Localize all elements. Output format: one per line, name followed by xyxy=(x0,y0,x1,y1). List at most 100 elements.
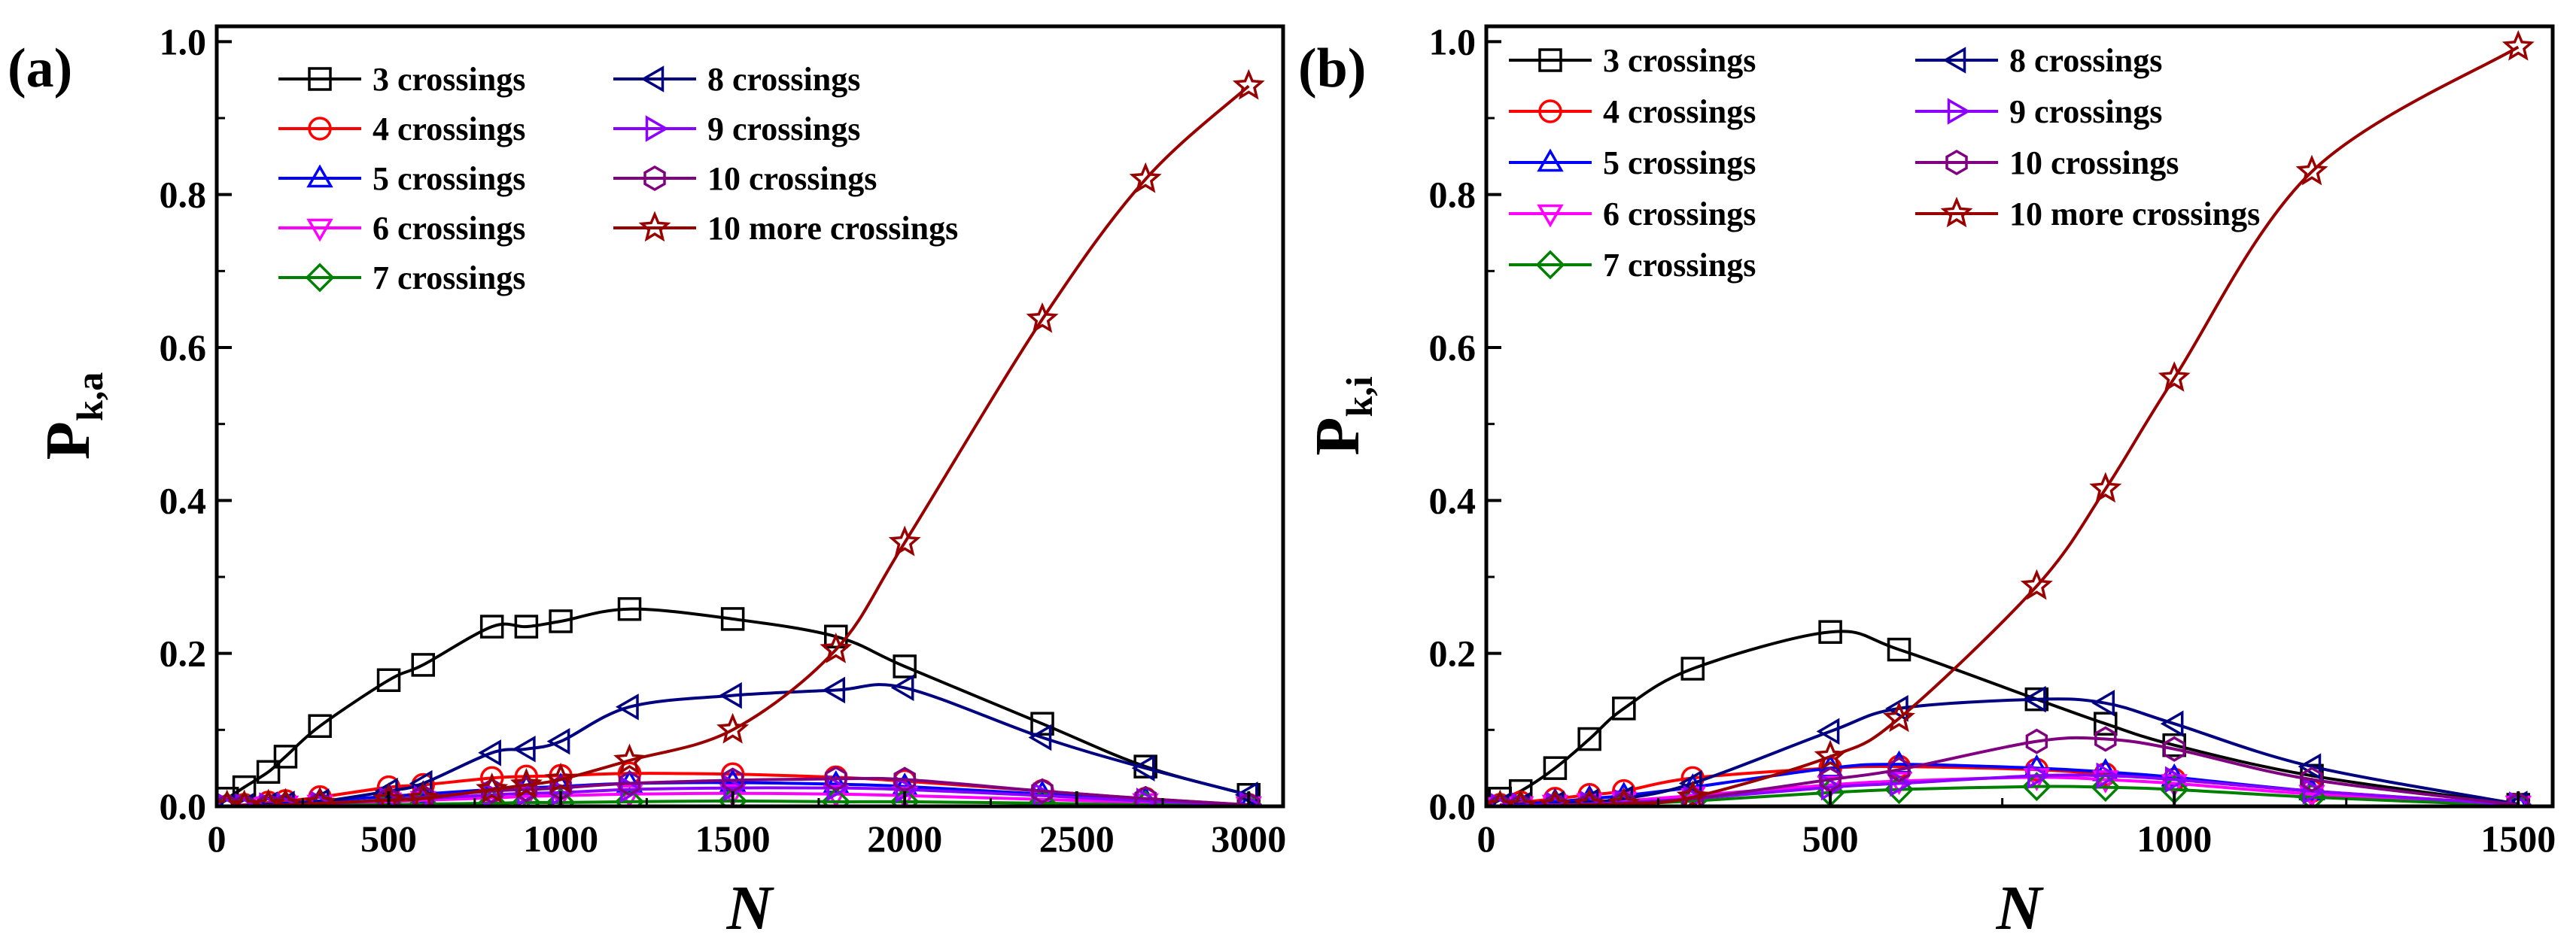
data-point xyxy=(888,525,921,557)
data-point xyxy=(1031,778,1054,804)
data-point xyxy=(2158,361,2191,392)
panel-a-y-tick-label: 0.8 xyxy=(160,174,207,216)
data-point xyxy=(2025,728,2048,754)
data-point xyxy=(1573,788,1606,806)
data-point xyxy=(1129,162,1162,193)
legend-item: 6 crossings xyxy=(278,210,525,247)
legend-marker xyxy=(1537,204,1564,228)
panel-b-y-tick-label: 0.2 xyxy=(1429,633,1477,675)
legend-label: 6 crossings xyxy=(1603,196,1756,232)
panel-a-x-tick-label: 2500 xyxy=(1039,818,1115,860)
data-point xyxy=(2094,726,2117,752)
legend-label: 4 crossings xyxy=(1603,93,1756,130)
legend-marker xyxy=(640,65,665,93)
panel-a-x-tick-label: 1500 xyxy=(695,818,771,860)
data-point xyxy=(512,735,536,763)
panel-b-ticks: 0 500 1000 1500 0.0 0.2 0.4 0.6 0.8 1.0 xyxy=(1429,20,2556,860)
data-point xyxy=(617,596,642,621)
data-point xyxy=(1486,793,1510,806)
panel-a-x-tick-label: 500 xyxy=(360,818,417,860)
series-line xyxy=(226,607,1249,800)
panel-a-y-tick-label: 0.0 xyxy=(160,785,207,827)
legend-item: 10 crossings xyxy=(1915,144,2179,181)
legend-item: 3 crossings xyxy=(1509,42,1756,79)
panel-a-legend: 3 crossings 4 crossings 5 crossings 6 cross… xyxy=(278,61,958,296)
data-point xyxy=(820,633,853,663)
legend-label: 3 crossings xyxy=(373,61,525,98)
panel-b-x-tick-label: 0 xyxy=(1477,818,1496,860)
data-point xyxy=(1607,787,1641,806)
legend-marker xyxy=(1535,250,1565,280)
data-point xyxy=(509,767,543,799)
legend-item: 7 crossings xyxy=(1509,247,1756,284)
data-point xyxy=(2022,685,2046,713)
data-point xyxy=(2094,712,2118,736)
data-point xyxy=(2089,472,2122,503)
data-point xyxy=(1818,620,1842,644)
data-point xyxy=(412,784,434,806)
panel-b-label: (b) xyxy=(1298,38,1366,99)
panel-a-y-tick-label: 0.2 xyxy=(160,633,207,675)
data-point xyxy=(273,745,298,769)
data-point xyxy=(1234,781,1258,806)
legend-item: 3 crossings xyxy=(278,61,525,98)
data-point xyxy=(1680,657,1705,681)
data-point xyxy=(1136,788,1160,806)
data-point xyxy=(375,777,398,805)
data-point xyxy=(893,766,916,793)
data-point xyxy=(2302,777,2326,805)
data-point xyxy=(476,772,509,803)
legend-marker xyxy=(1537,148,1564,172)
legend-label: 10 more crossings xyxy=(707,210,958,247)
legend-marker xyxy=(1945,149,1968,176)
legend-label: 6 crossings xyxy=(373,210,525,247)
data-point xyxy=(1237,791,1261,806)
data-point xyxy=(1491,793,1514,806)
data-point xyxy=(411,653,436,677)
data-point xyxy=(1131,754,1155,782)
series-line xyxy=(227,84,1250,806)
data-point xyxy=(377,786,400,806)
legend-item: 8 crossings xyxy=(1915,42,2162,79)
data-point xyxy=(716,712,750,744)
data-point xyxy=(1612,697,1636,721)
data-point xyxy=(1613,790,1635,806)
panel-b-x-tick-label: 1000 xyxy=(2137,818,2212,860)
data-point xyxy=(895,775,919,803)
series-10more-crossings xyxy=(217,68,1265,806)
data-point xyxy=(1028,724,1052,751)
data-point xyxy=(1134,785,1157,806)
data-point xyxy=(720,607,745,631)
data-point xyxy=(217,793,236,806)
data-point xyxy=(1816,718,1840,745)
data-point xyxy=(2091,689,2115,717)
data-point xyxy=(822,676,846,704)
panel-b-y-tick-label: 0.8 xyxy=(1429,174,1477,216)
legend-item: 4 crossings xyxy=(1509,93,1756,130)
legend-label: 5 crossings xyxy=(373,160,525,197)
legend-item: 4 crossings xyxy=(278,111,525,147)
data-point xyxy=(217,793,242,806)
legend-item: 9 crossings xyxy=(613,111,860,147)
legend-label: 9 crossings xyxy=(707,111,860,147)
data-point xyxy=(478,739,501,766)
data-point xyxy=(373,783,406,806)
data-point xyxy=(890,674,914,702)
data-point xyxy=(2164,766,2188,794)
panel-b-y-tick-label: 0.6 xyxy=(1429,326,1477,369)
legend-label: 4 crossings xyxy=(373,111,525,147)
data-point xyxy=(308,714,332,738)
legend-item: 10 more crossings xyxy=(613,210,958,247)
data-point xyxy=(269,788,302,806)
data-point xyxy=(2501,29,2535,61)
data-point xyxy=(2298,753,2322,780)
data-point xyxy=(1676,780,1709,806)
panel-a-x-tick-label: 1000 xyxy=(523,818,598,860)
data-point xyxy=(825,766,847,792)
legend-label: 9 crossings xyxy=(2009,93,2162,130)
data-point xyxy=(618,770,641,797)
legend-label: 7 crossings xyxy=(1603,247,1756,284)
legend-marker xyxy=(306,218,333,242)
data-point xyxy=(2301,766,2323,793)
